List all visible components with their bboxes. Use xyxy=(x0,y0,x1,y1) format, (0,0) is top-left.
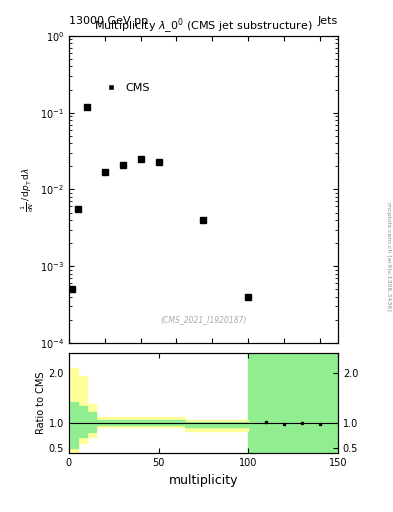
Bar xyxy=(185,422,248,426)
Title: Multiplicity $\lambda\_0^0$ (CMS jet substructure): Multiplicity $\lambda\_0^0$ (CMS jet sub… xyxy=(94,16,312,36)
Bar xyxy=(87,412,96,432)
Y-axis label: $\frac{1}{\mathrm{d}N}\,/\,\mathrm{d}p_\mathrm{T}\,\mathrm{d}\lambda$: $\frac{1}{\mathrm{d}N}\,/\,\mathrm{d}p_\… xyxy=(19,167,35,212)
Text: Jets: Jets xyxy=(318,15,338,26)
Y-axis label: Ratio to CMS: Ratio to CMS xyxy=(36,372,46,435)
Bar xyxy=(96,417,185,426)
Bar xyxy=(248,353,338,453)
Bar xyxy=(96,420,185,424)
Text: mcplots.cern.ch [arXiv:1306.3436]: mcplots.cern.ch [arXiv:1306.3436] xyxy=(386,202,391,310)
Legend: CMS: CMS xyxy=(96,78,155,97)
Bar xyxy=(78,376,87,443)
Bar xyxy=(78,406,87,437)
Text: (CMS_2021_I1920187): (CMS_2021_I1920187) xyxy=(160,315,247,325)
Bar xyxy=(69,368,78,453)
Bar xyxy=(185,420,248,431)
Text: 13000 GeV pp: 13000 GeV pp xyxy=(69,15,148,26)
X-axis label: multiplicity: multiplicity xyxy=(169,474,238,486)
Bar xyxy=(87,404,96,437)
Bar xyxy=(69,402,78,448)
